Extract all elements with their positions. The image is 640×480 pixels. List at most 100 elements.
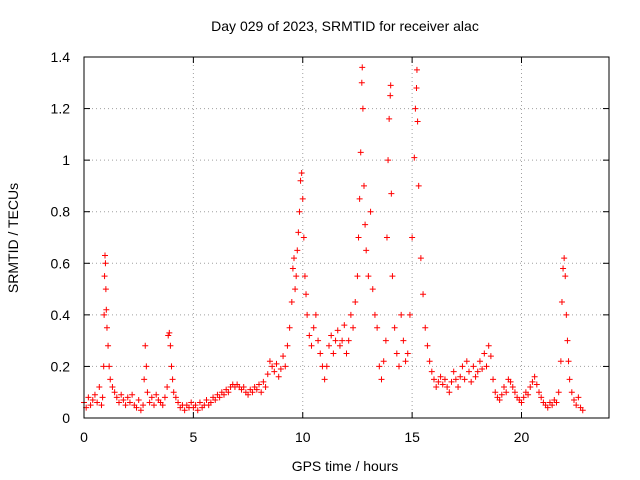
data-point [362, 221, 369, 228]
data-point [330, 350, 337, 357]
data-point [476, 358, 483, 365]
data-point [562, 273, 569, 280]
data-point [571, 396, 577, 403]
data-point [402, 358, 409, 365]
data-point [350, 324, 357, 331]
data-point [102, 260, 109, 267]
data-point [369, 286, 376, 293]
data-point [269, 363, 276, 370]
data-point [262, 384, 269, 391]
data-point [89, 396, 96, 403]
data-point [167, 342, 174, 349]
data-point [538, 394, 545, 401]
data-point [328, 332, 335, 339]
data-point [332, 337, 339, 344]
data-point [507, 378, 514, 385]
data-point [293, 273, 300, 280]
data-point [553, 399, 560, 406]
data-point [109, 384, 116, 391]
data-point [188, 399, 195, 406]
data-point [175, 399, 182, 406]
data-point [221, 391, 227, 398]
data-point [555, 389, 562, 396]
data-point [417, 255, 424, 262]
data-point [385, 157, 392, 164]
y-tick-label: 1 [62, 152, 70, 168]
data-point [339, 337, 346, 344]
data-point [387, 82, 394, 89]
data-point [148, 394, 155, 401]
data-point [378, 376, 385, 383]
data-point [446, 389, 453, 396]
data-point [564, 337, 571, 344]
data-point [374, 324, 381, 331]
data-point [544, 404, 551, 411]
data-point [527, 384, 534, 391]
data-point [391, 324, 398, 331]
data-point [298, 170, 305, 177]
data-point [207, 399, 214, 406]
data-point [426, 358, 433, 365]
data-point [164, 384, 171, 391]
data-point [409, 234, 416, 241]
data-point [490, 376, 497, 383]
data-point [352, 298, 359, 305]
data-point [422, 324, 429, 331]
data-point [457, 373, 464, 380]
data-point [256, 381, 262, 388]
data-point [260, 378, 267, 385]
data-point [258, 389, 265, 396]
data-point [560, 265, 567, 272]
data-point [99, 394, 106, 401]
data-series [81, 64, 586, 414]
data-point [106, 363, 113, 370]
data-point [367, 208, 374, 215]
data-point [485, 342, 492, 349]
data-point [144, 389, 151, 396]
data-point [192, 402, 199, 409]
data-point [420, 291, 427, 298]
data-point [291, 255, 297, 262]
data-point [169, 376, 176, 383]
data-point [483, 363, 490, 370]
data-point [277, 366, 284, 373]
data-point [143, 363, 150, 370]
data-point [303, 291, 310, 298]
data-point [100, 363, 107, 370]
data-point [568, 389, 575, 396]
data-point [382, 337, 389, 344]
y-tick-label: 1.4 [51, 49, 71, 65]
data-point [511, 389, 518, 396]
x-tick-label: 15 [404, 429, 420, 445]
data-point [98, 402, 105, 409]
data-point [310, 324, 317, 331]
data-point [212, 396, 219, 403]
data-point [126, 399, 133, 406]
data-point [347, 311, 354, 318]
data-point [166, 329, 173, 336]
x-tick-label: 0 [80, 429, 88, 445]
data-point [292, 286, 299, 293]
data-point [194, 407, 201, 414]
data-point [549, 402, 556, 409]
data-point [406, 311, 413, 318]
data-point [359, 105, 366, 112]
data-point [280, 353, 287, 360]
data-point [358, 79, 365, 86]
data-point [101, 311, 108, 318]
data-point [304, 311, 311, 318]
data-point [396, 363, 402, 370]
data-point [356, 195, 363, 202]
data-point [386, 115, 393, 122]
data-point [87, 402, 94, 409]
data-point [124, 394, 131, 401]
data-point [444, 384, 451, 391]
data-point [525, 391, 532, 398]
data-point [103, 324, 110, 331]
data-point [282, 363, 289, 370]
x-tick-label: 5 [189, 429, 197, 445]
data-point [96, 384, 103, 391]
data-point [295, 229, 302, 236]
data-point [481, 350, 488, 357]
